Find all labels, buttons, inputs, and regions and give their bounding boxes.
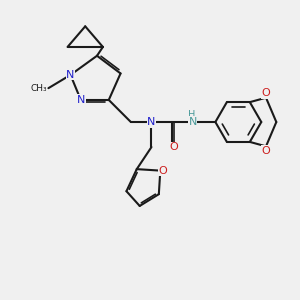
Text: H: H: [188, 110, 195, 120]
Text: O: O: [262, 146, 270, 156]
Text: CH₃: CH₃: [30, 84, 47, 93]
Text: O: O: [159, 166, 168, 176]
Text: N: N: [147, 117, 156, 127]
Text: N: N: [188, 117, 197, 127]
Text: O: O: [169, 142, 178, 152]
Text: O: O: [262, 88, 270, 98]
Text: N: N: [76, 95, 85, 105]
Text: N: N: [66, 70, 75, 80]
